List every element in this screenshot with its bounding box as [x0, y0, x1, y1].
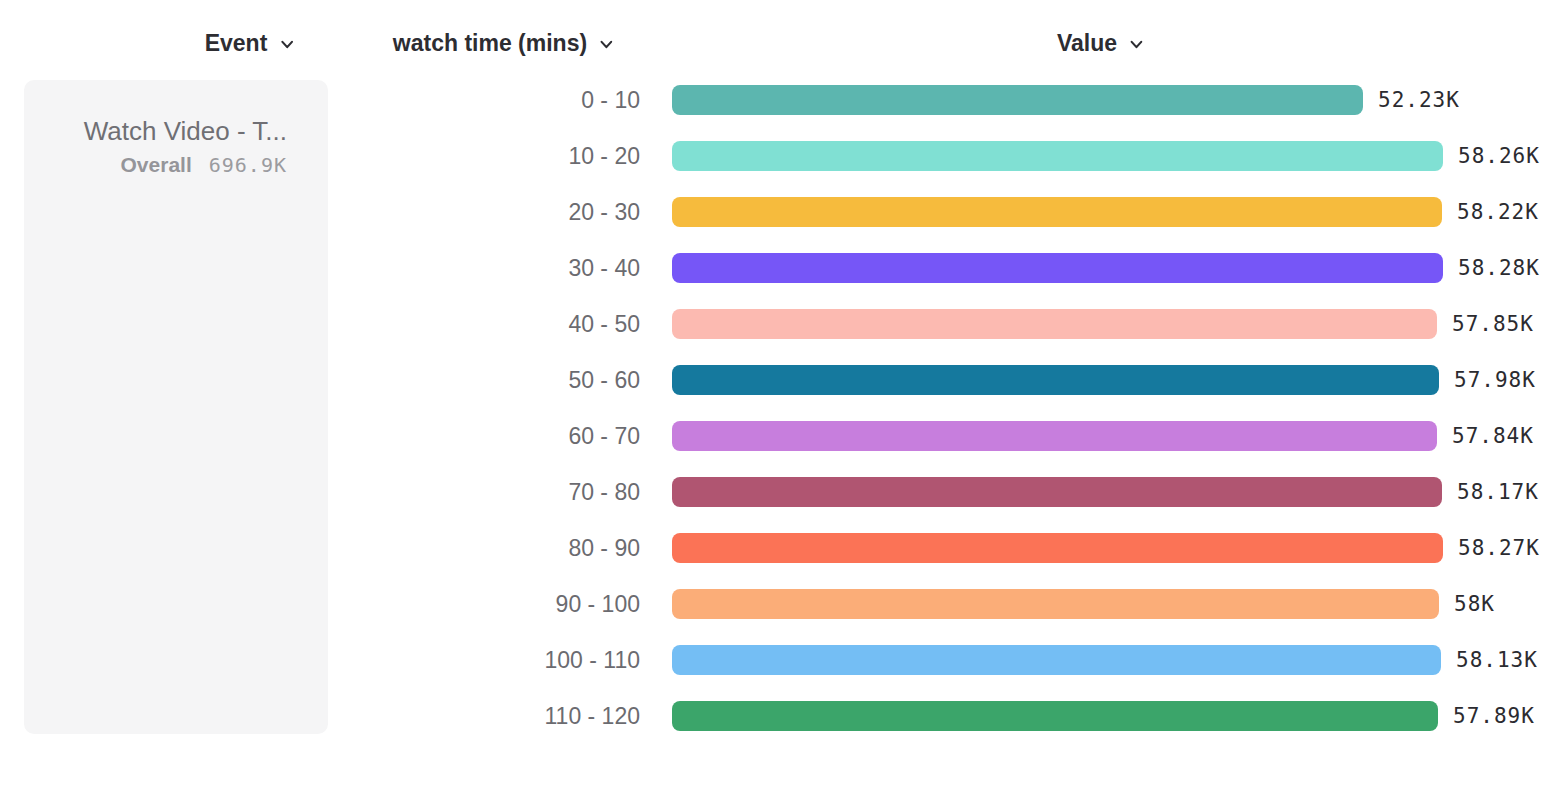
- chart-row: 50 - 60 57.98K: [0, 365, 1568, 395]
- value-label: 52.23K: [1378, 85, 1460, 115]
- chart-row: 30 - 40 58.28K: [0, 253, 1568, 283]
- category-label: 90 - 100: [340, 589, 640, 619]
- value-label: 57.84K: [1452, 421, 1534, 451]
- value-label: 57.85K: [1452, 309, 1534, 339]
- chart-row: 0 - 10 52.23K: [0, 85, 1568, 115]
- category-label: 50 - 60: [340, 365, 640, 395]
- category-label: 100 - 110: [340, 645, 640, 675]
- category-label: 20 - 30: [340, 197, 640, 227]
- value-label: 58.28K: [1458, 253, 1540, 283]
- bar[interactable]: [672, 253, 1443, 283]
- value-label: 57.98K: [1454, 365, 1536, 395]
- chart-row: 70 - 80 58.17K: [0, 477, 1568, 507]
- category-label: 70 - 80: [340, 477, 640, 507]
- category-label: 10 - 20: [340, 141, 640, 171]
- bar[interactable]: [672, 85, 1363, 115]
- bar[interactable]: [672, 309, 1437, 339]
- segmentation-report: Event watch time (mins) Value Watch Vide…: [0, 0, 1568, 790]
- chart-row: 80 - 90 58.27K: [0, 533, 1568, 563]
- bar-chart: 0 - 10 52.23K 10 - 20 58.26K 20 - 30 58.22K 30…: [0, 0, 1568, 790]
- chart-row: 40 - 50 57.85K: [0, 309, 1568, 339]
- value-label: 58.22K: [1457, 197, 1539, 227]
- value-label: 58K: [1454, 589, 1495, 619]
- bar[interactable]: [672, 533, 1443, 563]
- chart-row: 20 - 30 58.22K: [0, 197, 1568, 227]
- bar[interactable]: [672, 141, 1443, 171]
- bar[interactable]: [672, 365, 1439, 395]
- category-label: 40 - 50: [340, 309, 640, 339]
- bar[interactable]: [672, 645, 1441, 675]
- chart-row: 110 - 120 57.89K: [0, 701, 1568, 731]
- bar[interactable]: [672, 701, 1438, 731]
- value-label: 58.27K: [1458, 533, 1540, 563]
- bar[interactable]: [672, 421, 1437, 451]
- category-label: 30 - 40: [340, 253, 640, 283]
- category-label: 0 - 10: [340, 85, 640, 115]
- category-label: 60 - 70: [340, 421, 640, 451]
- value-label: 58.26K: [1458, 141, 1540, 171]
- bar[interactable]: [672, 197, 1442, 227]
- chart-row: 100 - 110 58.13K: [0, 645, 1568, 675]
- value-label: 58.17K: [1457, 477, 1539, 507]
- value-label: 57.89K: [1453, 701, 1535, 731]
- category-label: 110 - 120: [340, 701, 640, 731]
- category-label: 80 - 90: [340, 533, 640, 563]
- value-label: 58.13K: [1456, 645, 1538, 675]
- chart-row: 10 - 20 58.26K: [0, 141, 1568, 171]
- chart-row: 90 - 100 58K: [0, 589, 1568, 619]
- bar[interactable]: [672, 589, 1439, 619]
- chart-row: 60 - 70 57.84K: [0, 421, 1568, 451]
- bar[interactable]: [672, 477, 1442, 507]
